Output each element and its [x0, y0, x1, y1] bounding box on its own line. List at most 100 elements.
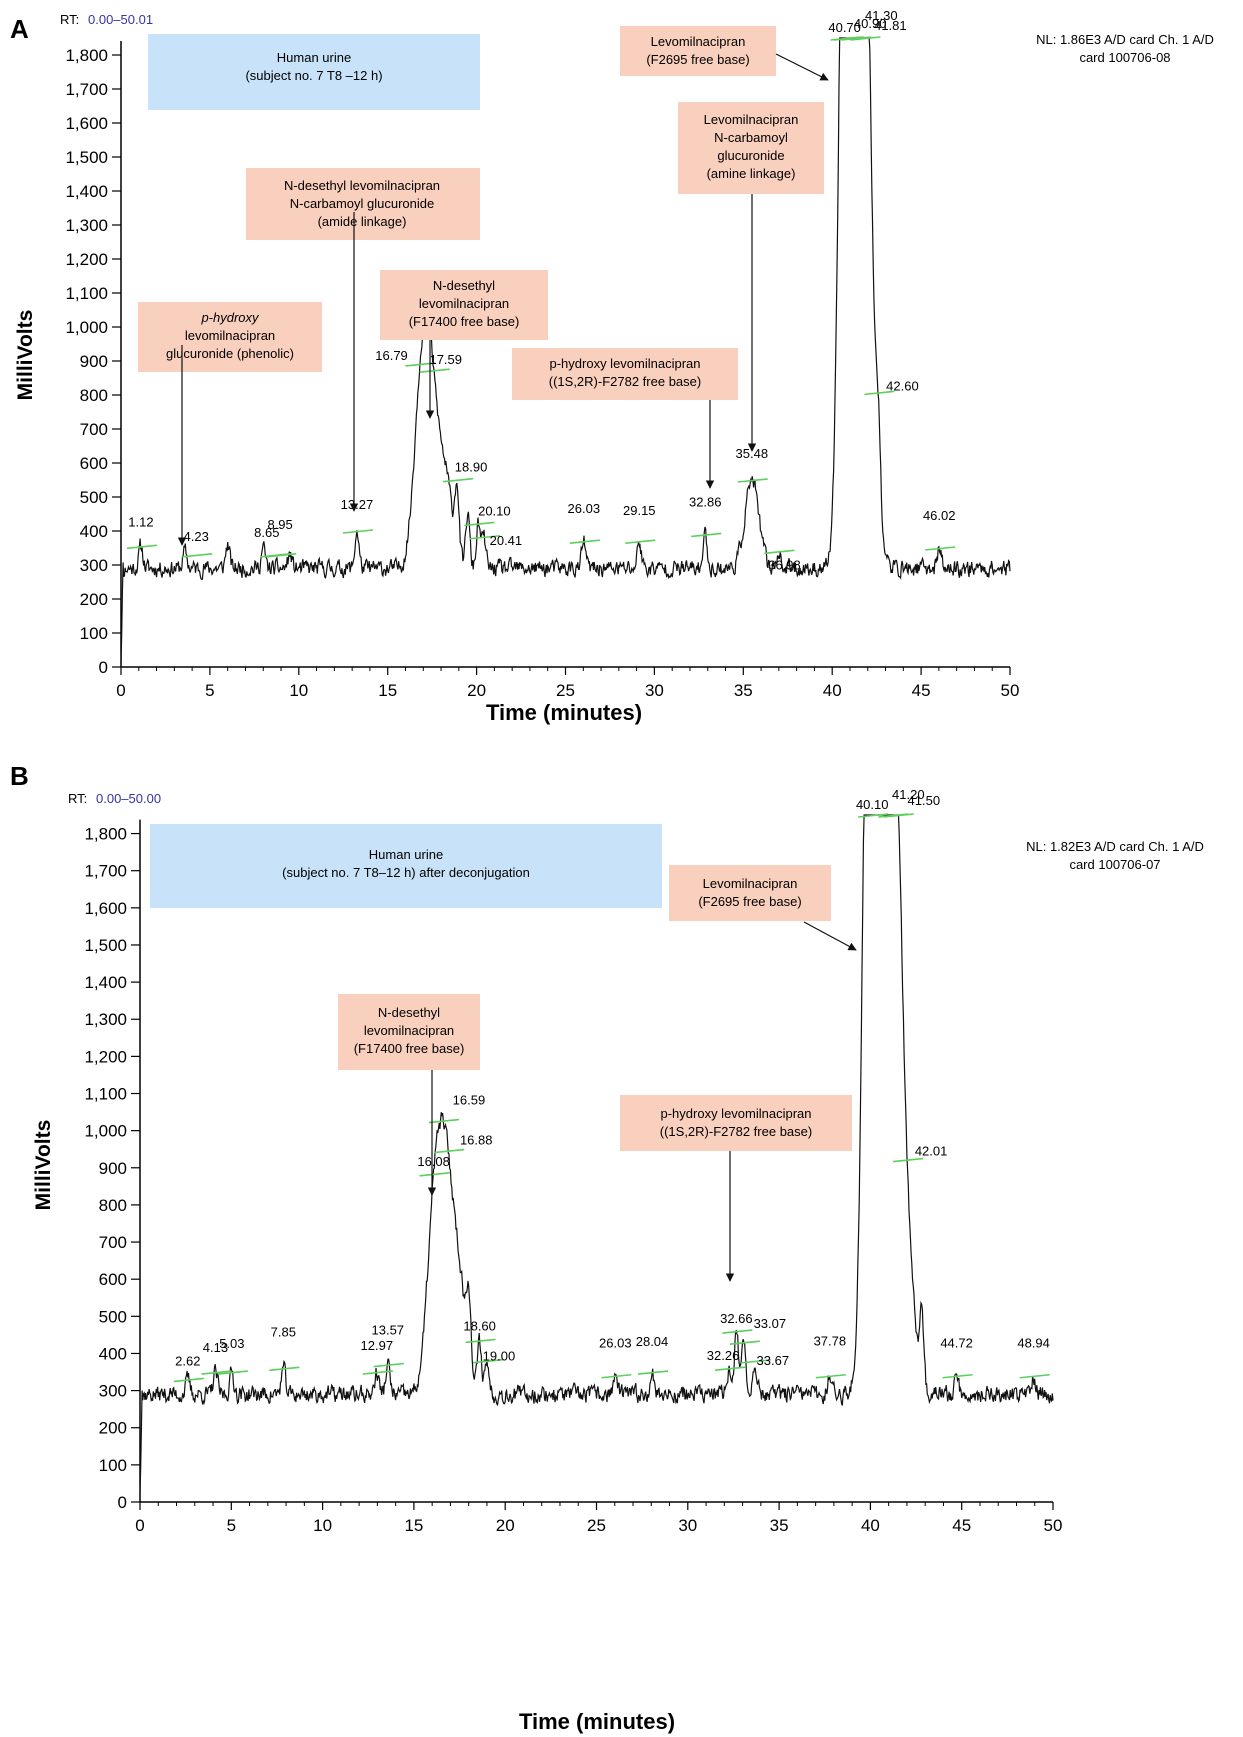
sample-box-line-1: Human urine: [369, 847, 443, 862]
peak-marker: [722, 1329, 753, 1334]
x-tick-label: 10: [289, 681, 308, 700]
peak-label: 18.60: [463, 1318, 496, 1333]
amide-box-line-3: (amide linkage): [318, 214, 407, 229]
chromatogram-trace: [139, 814, 1054, 1493]
amine-box-line-2: N-carbamoyl: [714, 130, 788, 145]
peak-marker: [942, 1373, 973, 1379]
peak-marker: [1019, 1373, 1050, 1379]
y-tick-label: 800: [80, 386, 108, 405]
peak-label: 28.04: [636, 1334, 669, 1349]
parent-box-line-1: Levomilnacipran: [703, 876, 798, 891]
y-tick-label: 1,500: [65, 148, 108, 167]
peak-label: 13.57: [372, 1323, 405, 1338]
peak-label: 32.66: [720, 1311, 753, 1326]
peak-marker: [883, 813, 914, 818]
peak-label: 26.03: [568, 501, 601, 516]
rt-range: 0.00–50.00: [96, 791, 161, 806]
peak-label: 41.30: [865, 8, 898, 23]
y-tick-label: 1,000: [65, 318, 108, 337]
amide-box-line-2: N-carbamoyl glucuronide: [290, 196, 435, 211]
peak-label: 29.15: [623, 503, 656, 518]
peak-marker: [428, 1118, 460, 1124]
desethyl-box: N-desethyl levomilnacipran (F17400 free …: [338, 994, 480, 1070]
peak-marker: [373, 1362, 404, 1368]
peak-label: 2.62: [175, 1353, 200, 1368]
y-tick-label: 400: [99, 1344, 127, 1363]
desethyl-box-line-1: N-desethyl: [378, 1005, 440, 1020]
peak-marker: [362, 1370, 393, 1375]
peak-marker: [841, 36, 872, 41]
peak-marker: [419, 1172, 450, 1177]
nl-line-2: card 100706-08: [1079, 50, 1170, 65]
x-tick-label: 15: [378, 681, 397, 700]
peak-label: 12.97: [361, 1338, 394, 1353]
peak-label: 44.72: [940, 1336, 973, 1351]
amine-box-line-4: (amine linkage): [707, 166, 796, 181]
peak-label: 4.23: [184, 529, 209, 544]
peak-label: 20.41: [490, 533, 523, 548]
nl-line-1: NL: 1.86E3 A/D card Ch. 1 A/D: [1036, 32, 1214, 47]
y-axis-title: MilliVolts: [14, 310, 37, 401]
phenolic-box-line-1: p-hydroxy: [200, 310, 260, 325]
peak-label: 40.10: [856, 797, 889, 812]
x-tick-label: 35: [734, 681, 753, 700]
peak-marker: [815, 1373, 846, 1379]
y-tick-label: 700: [80, 420, 108, 439]
peak-marker: [601, 1373, 632, 1379]
y-tick-label: 1,300: [84, 1010, 127, 1029]
peak-label: 5.03: [219, 1336, 244, 1351]
peak-label: 18.90: [455, 460, 488, 475]
parent-drug-box: Levomilnacipran (F2695 free base): [669, 865, 831, 921]
peak-label: 36.98: [768, 557, 801, 572]
x-axis-title: Time (minutes): [519, 1709, 675, 1734]
panel-b: B RT: 0.00–50.00 NL: 1.82E3 A/D card Ch.…: [10, 761, 1204, 1734]
x-tick-label: 0: [135, 1516, 144, 1535]
peak-marker: [858, 813, 889, 818]
peak-marker: [182, 553, 213, 558]
hydroxy-box-line-2: ((1S,2R)-F2782 free base): [549, 374, 701, 389]
y-tick-label: 1,200: [65, 250, 108, 269]
x-tick-label: 5: [205, 681, 214, 700]
parent-box-line-2: (F2695 free base): [646, 52, 749, 67]
y-tick-label: 1,600: [65, 114, 108, 133]
y-tick-label: 100: [99, 1456, 127, 1475]
peak-label: 8.95: [267, 517, 292, 532]
peak-marker: [637, 1370, 669, 1375]
y-axis-title: MilliVolts: [32, 1120, 55, 1211]
phenolic-box-line-3: glucuronide (phenolic): [166, 346, 294, 361]
amine-box-line-3: glucuronide: [717, 148, 784, 163]
x-tick-label: 40: [823, 681, 842, 700]
nl-line-1: NL: 1.82E3 A/D card Ch. 1 A/D: [1026, 839, 1204, 854]
axes: 0 5 10 15 20 25 30 35 40 45 5001002003004005006007…: [84, 819, 1062, 1535]
y-tick-label: 1,100: [84, 1085, 127, 1104]
y-tick-label: 1,500: [84, 936, 127, 955]
y-tick-label: 600: [80, 454, 108, 473]
desethyl-box-line-3: (F17400 free base): [409, 314, 520, 329]
x-tick-label: 15: [404, 1516, 423, 1535]
peak-marker: [173, 1377, 204, 1383]
peak-marker: [442, 477, 474, 483]
phenolic-glucuronide-box: p-hydroxy levomilnacipran glucuronide (p…: [138, 302, 322, 372]
x-tick-label: 45: [912, 681, 931, 700]
parent-drug-box: Levomilnacipran (F2695 free base): [620, 26, 776, 76]
sample-box: Human urine (subject no. 7 T8 –12 h): [148, 34, 480, 110]
peak-label: 1.12: [128, 514, 153, 529]
peak-label: 17.59: [429, 352, 462, 367]
x-tick-label: 25: [556, 681, 575, 700]
peak-label: 37.78: [814, 1334, 847, 1349]
peak-label: 46.02: [923, 508, 956, 523]
amide-box-line-1: N-desethyl levomilnacipran: [284, 178, 440, 193]
peak-label: 40.70: [828, 20, 861, 35]
peak-marker: [569, 539, 600, 544]
parent-arrow: [803, 921, 857, 951]
peak-marker: [714, 1366, 746, 1371]
panel-label: B: [10, 761, 29, 791]
nl-line-2: card 100706-07: [1069, 857, 1160, 872]
hydroxy-box: p-hydroxy levomilnacipran ((1S,2R)-F2782…: [620, 1095, 852, 1151]
peak-label: 26.03: [599, 1336, 632, 1351]
x-tick-label: 5: [227, 1516, 236, 1535]
y-tick-label: 0: [118, 1493, 127, 1512]
peak-marker: [737, 478, 768, 483]
y-tick-label: 1,700: [84, 862, 127, 881]
